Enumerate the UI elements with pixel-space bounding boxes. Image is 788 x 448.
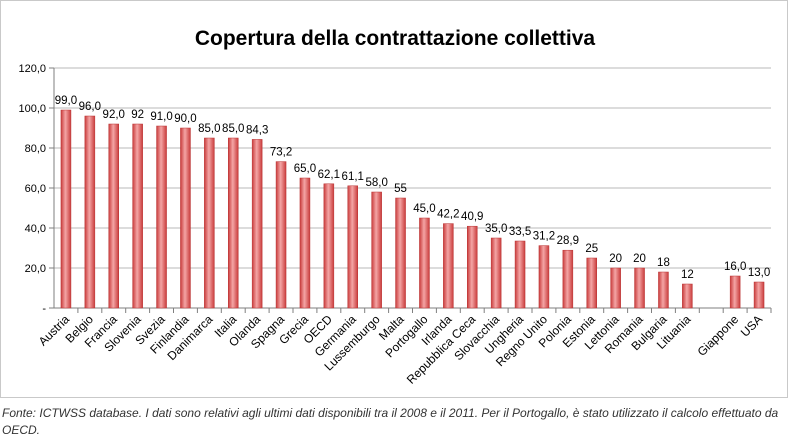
data-label: 35,0: [485, 223, 507, 235]
data-label: 20: [609, 253, 622, 265]
bar-belgio: [84, 115, 96, 309]
data-labels: 99,0 96,092,0 92 91,0 90,085,0 85,0 84,373,265…: [55, 95, 770, 281]
data-label: 65,0: [294, 163, 316, 175]
data-label: 25: [585, 243, 598, 255]
bar-lettonia: [610, 267, 621, 309]
bar-giappone: [729, 275, 741, 309]
bar-spagna: [275, 161, 287, 309]
bar-chart: Copertura della contrattazione collettiv…: [18, 27, 772, 387]
bar-regno-unito: [538, 245, 550, 309]
data-label: 73,2: [270, 147, 292, 159]
chart-title: Copertura della contrattazione collettiv…: [195, 27, 596, 50]
bar-olanda: [251, 139, 263, 309]
x-axis-ticks: AustriaBelgioFranciaSloveniaSveziaFinlan…: [36, 308, 772, 387]
x-tick-label: USA: [738, 312, 765, 339]
data-label: 90,0: [174, 113, 196, 125]
bar-portogallo: [419, 217, 430, 309]
y-tick-label: 20,0: [25, 263, 46, 275]
y-tick-label: -: [42, 303, 46, 315]
data-label: 45,0: [413, 203, 435, 215]
data-label: 84,3: [246, 124, 268, 136]
bar-ungheria: [514, 240, 526, 309]
data-label: 92,0: [103, 109, 125, 121]
bar-polonia: [562, 249, 574, 309]
data-label: 31,2: [533, 231, 555, 243]
data-label: 20: [633, 253, 646, 265]
source-caption: Fonte: ICTWSS database. I dati sono rela…: [2, 406, 779, 437]
data-label: 85,0: [222, 123, 244, 135]
y-tick-label: 100,0: [18, 103, 46, 115]
data-label: 58,0: [365, 177, 387, 189]
bar-slovacchia: [490, 237, 502, 309]
data-label: 28,9: [557, 235, 579, 247]
data-label: 16,0: [724, 261, 746, 273]
bars: [60, 109, 765, 309]
bar-romania: [634, 267, 645, 309]
data-label: 55: [394, 183, 407, 195]
bar-bulgaria: [658, 271, 669, 309]
data-label: 92: [131, 109, 144, 121]
bar-oecd: [323, 183, 335, 309]
data-label: 40,9: [461, 211, 483, 223]
data-label: 99,0: [55, 95, 77, 107]
bar-finlandia: [180, 127, 191, 309]
data-label: 91,0: [150, 111, 172, 123]
bar-malta: [395, 197, 406, 309]
data-label: 33,5: [509, 226, 531, 238]
y-tick-label: 60,0: [25, 183, 46, 195]
data-label: 18: [657, 257, 670, 269]
data-label: 13,0: [748, 267, 770, 279]
bar-germania: [347, 185, 358, 309]
bar-svezia: [156, 125, 167, 309]
data-label: 61,1: [342, 171, 364, 183]
data-label: 12: [681, 269, 694, 281]
data-label: 96,0: [79, 101, 101, 113]
y-tick-label: 80,0: [25, 143, 46, 155]
bar-italia: [228, 137, 239, 309]
bar-repubblica-ceca: [467, 225, 478, 309]
bar-grecia: [299, 177, 311, 309]
data-label: 42,2: [437, 209, 459, 221]
bar-usa: [753, 281, 765, 309]
y-tick-label: 40,0: [25, 223, 46, 235]
bar-lussemburgo: [371, 191, 382, 309]
bar-lituania: [682, 283, 693, 309]
bar-estonia: [586, 257, 597, 309]
bar-slovenia: [132, 123, 143, 309]
x-tick-label: Giappone: [695, 312, 742, 359]
bar-danimarca: [204, 137, 215, 309]
chart-frame: Copertura della contrattazione collettiv…: [0, 0, 788, 398]
gridlines: [54, 67, 771, 269]
data-label: 62,1: [318, 169, 340, 181]
y-tick-label: 120,0: [18, 63, 46, 75]
data-label: 85,0: [198, 123, 220, 135]
bar-irlanda: [443, 223, 454, 309]
bar-francia: [108, 123, 119, 309]
bar-austria: [60, 109, 72, 309]
